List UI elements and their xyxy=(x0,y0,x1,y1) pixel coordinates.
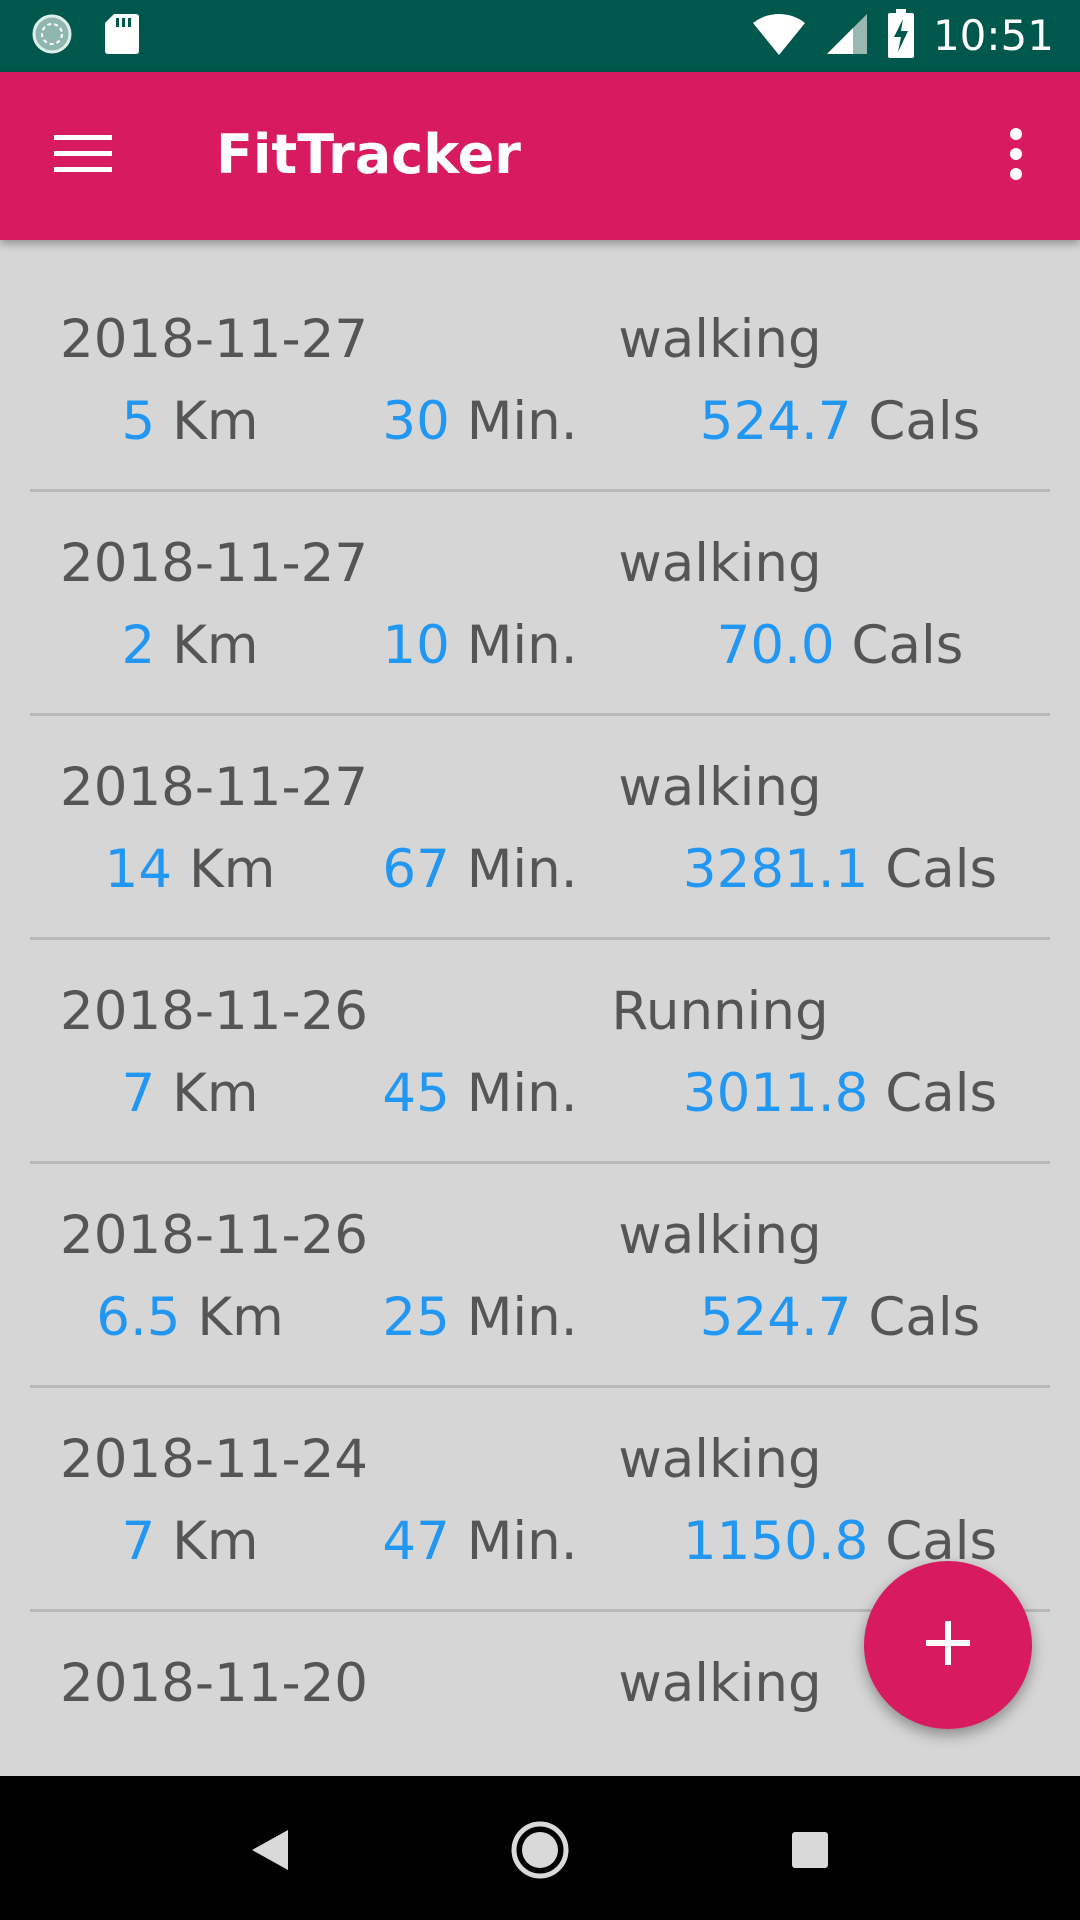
activity-date: 2018-11-27 xyxy=(60,309,369,370)
app-bar: FitTracker xyxy=(0,72,1080,240)
activity-calories: 3011.8 Cals xyxy=(630,1062,1050,1126)
activity-date: 2018-11-26 xyxy=(60,981,369,1042)
activity-duration: 10 Min. xyxy=(330,614,630,678)
activity-type: walking xyxy=(618,1429,822,1490)
duration-value: 45 xyxy=(382,1063,450,1124)
home-icon xyxy=(510,1820,570,1884)
activity-duration: 25 Min. xyxy=(330,1286,630,1350)
add-activity-button[interactable] xyxy=(864,1561,1032,1729)
back-button[interactable] xyxy=(230,1812,310,1892)
status-left xyxy=(30,12,140,60)
calories-unit: Cals xyxy=(885,1063,998,1124)
overflow-menu-button[interactable] xyxy=(976,116,1056,196)
duration-value: 25 xyxy=(382,1287,450,1348)
activity-type: walking xyxy=(618,533,822,594)
duration-value: 10 xyxy=(382,615,450,676)
calories-unit: Cals xyxy=(868,391,981,452)
status-bar: 10:51 xyxy=(0,0,1080,72)
calories-value: 1150.8 xyxy=(682,1511,869,1572)
back-icon xyxy=(250,1828,290,1876)
distance-value: 14 xyxy=(104,839,173,900)
distance-value: 5 xyxy=(121,391,156,452)
recents-button[interactable] xyxy=(770,1812,850,1892)
duration-unit: Min. xyxy=(466,391,578,452)
distance-unit: Km xyxy=(172,1511,259,1572)
activity-distance: 7 Km xyxy=(50,1510,330,1574)
recents-icon xyxy=(790,1830,830,1874)
distance-unit: Km xyxy=(172,391,259,452)
activity-item[interactable]: 2018-11-27 walking 2 Km 10 Min. 70.0 Cal… xyxy=(30,492,1050,716)
duration-unit: Min. xyxy=(466,1063,578,1124)
activity-list: 2018-11-27 walking 5 Km 30 Min. 524.7 Ca… xyxy=(30,268,1050,1836)
activity-date: 2018-11-20 xyxy=(60,1653,369,1714)
activity-type: walking xyxy=(618,1653,822,1714)
distance-value: 2 xyxy=(121,615,156,676)
activity-duration: 47 Min. xyxy=(330,1510,630,1574)
sync-icon xyxy=(30,12,74,60)
activity-item[interactable]: 2018-11-27 walking 5 Km 30 Min. 524.7 Ca… xyxy=(30,268,1050,492)
home-button[interactable] xyxy=(500,1812,580,1892)
activity-distance: 14 Km xyxy=(50,838,330,902)
sd-card-icon xyxy=(104,12,140,60)
distance-value: 7 xyxy=(121,1511,156,1572)
activity-type: walking xyxy=(618,757,822,818)
activity-calories: 524.7 Cals xyxy=(630,390,1050,454)
activity-item[interactable]: 2018-11-27 walking 14 Km 67 Min. 3281.1 … xyxy=(30,716,1050,940)
activity-calories: 524.7 Cals xyxy=(630,1286,1050,1350)
activity-distance: 6.5 Km xyxy=(50,1286,330,1350)
duration-value: 67 xyxy=(382,839,450,900)
activity-date: 2018-11-27 xyxy=(60,757,369,818)
calories-unit: Cals xyxy=(868,1287,981,1348)
activity-distance: 7 Km xyxy=(50,1062,330,1126)
activity-item[interactable]: 2018-11-26 walking 6.5 Km 25 Min. 524.7 … xyxy=(30,1164,1050,1388)
distance-value: 6.5 xyxy=(96,1287,181,1348)
activity-date: 2018-11-24 xyxy=(60,1429,369,1490)
activity-type: walking xyxy=(618,1205,822,1266)
duration-unit: Min. xyxy=(466,615,578,676)
activity-distance: 2 Km xyxy=(50,614,330,678)
activity-calories: 3281.1 Cals xyxy=(630,838,1050,902)
activity-duration: 30 Min. xyxy=(330,390,630,454)
distance-unit: Km xyxy=(197,1287,284,1348)
distance-unit: Km xyxy=(172,615,259,676)
wifi-icon xyxy=(751,11,807,61)
app-title: FitTracker xyxy=(216,123,521,186)
distance-unit: Km xyxy=(172,1063,259,1124)
activity-type: walking xyxy=(618,309,822,370)
duration-unit: Min. xyxy=(466,839,578,900)
calories-value: 70.0 xyxy=(716,615,835,676)
activity-item[interactable]: 2018-11-26 Running 7 Km 45 Min. 3011.8 C… xyxy=(30,940,1050,1164)
distance-unit: Km xyxy=(188,839,276,900)
signal-icon xyxy=(825,12,869,60)
activity-date: 2018-11-26 xyxy=(60,1205,369,1266)
calories-value: 3281.1 xyxy=(682,839,869,900)
duration-unit: Min. xyxy=(466,1511,578,1572)
duration-unit: Min. xyxy=(466,1287,578,1348)
calories-unit: Cals xyxy=(885,839,998,900)
calories-unit: Cals xyxy=(851,615,964,676)
battery-charging-icon xyxy=(887,9,915,63)
activity-type: Running xyxy=(611,981,829,1042)
activity-item[interactable]: 2018-11-20 walking xyxy=(30,1612,1050,1836)
calories-value: 524.7 xyxy=(699,391,852,452)
hamburger-menu-icon xyxy=(54,133,112,179)
activity-date: 2018-11-27 xyxy=(60,533,369,594)
calories-value: 524.7 xyxy=(699,1287,852,1348)
more-vert-icon xyxy=(1008,128,1024,184)
distance-value: 7 xyxy=(121,1063,156,1124)
activity-duration: 45 Min. xyxy=(330,1062,630,1126)
activity-calories: 70.0 Cals xyxy=(630,614,1050,678)
calories-value: 3011.8 xyxy=(682,1063,869,1124)
menu-button[interactable] xyxy=(38,116,128,196)
navigation-bar xyxy=(0,1776,1080,1920)
duration-value: 30 xyxy=(382,391,450,452)
status-time: 10:51 xyxy=(932,11,1054,60)
status-right: 10:51 xyxy=(751,8,1054,64)
activity-distance: 5 Km xyxy=(50,390,330,454)
plus-icon xyxy=(924,1619,972,1671)
activity-calories: 1150.8 Cals xyxy=(630,1510,1050,1574)
duration-value: 47 xyxy=(382,1511,450,1572)
activity-duration: 67 Min. xyxy=(330,838,630,902)
